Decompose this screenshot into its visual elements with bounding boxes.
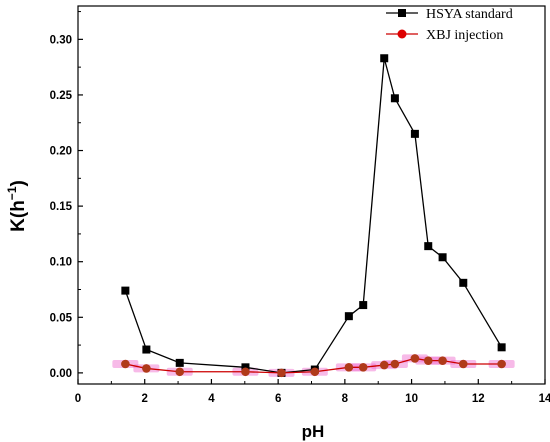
hsya-data-point xyxy=(344,312,353,321)
xbj-data-point xyxy=(121,359,130,369)
xbj-data-point xyxy=(142,364,151,373)
x-tick-label: 4 xyxy=(208,393,215,405)
y-axis: 0.00 0.05 0.10 0.15 0.20 0.25 0.30 xyxy=(50,11,83,380)
y-tick-label: 0.05 xyxy=(50,312,73,324)
legend-entry-xbj: XBJ injection xyxy=(386,28,503,43)
y-tick-label: 0.15 xyxy=(50,201,73,213)
x-tick-label: 14 xyxy=(539,393,550,405)
hsya-data-point xyxy=(497,343,506,352)
xbj-data-point xyxy=(358,363,368,372)
x-tick-label: 10 xyxy=(405,393,418,405)
hsya-data-point xyxy=(410,129,419,138)
y-axis-title-close: ) xyxy=(8,180,29,186)
y-tick-label: 0.10 xyxy=(50,257,72,269)
xbj-data-point xyxy=(310,367,320,377)
hsya-series-line xyxy=(124,58,503,374)
hsya-data-point xyxy=(241,363,250,372)
legend-label-xbj: XBJ injection xyxy=(426,28,503,43)
hsya-data-point xyxy=(438,253,447,262)
legend-marker-xbj xyxy=(397,29,407,39)
legend-marker-hsya xyxy=(398,9,406,17)
xbj-data-point xyxy=(410,354,420,363)
hsya-data-point xyxy=(380,54,389,63)
xbj-data-point xyxy=(241,367,250,377)
x-tick-label: 8 xyxy=(342,393,349,405)
hsya-data-point xyxy=(390,94,399,103)
x-tick-label: 12 xyxy=(472,393,485,405)
hsya-data-point xyxy=(424,242,433,251)
hsya-data-point xyxy=(175,358,184,367)
xbj-data-point xyxy=(390,359,400,369)
legend-entry-hsya: HSYA standard xyxy=(386,7,513,22)
xbj-data-point xyxy=(458,359,468,369)
x-tick-label: 2 xyxy=(142,393,148,405)
plot-frame xyxy=(77,5,546,385)
x-tick-label: 6 xyxy=(275,393,281,405)
y-axis-title-superscript: −1 xyxy=(5,186,19,200)
legend: HSYA standard XBJ injection xyxy=(386,7,513,43)
series-lines xyxy=(124,58,503,374)
plot-border xyxy=(77,5,546,385)
series-markers xyxy=(121,54,506,378)
hsya-data-point xyxy=(359,301,368,310)
xbj-data-point xyxy=(438,356,447,365)
x-tick-label: 0 xyxy=(75,393,81,405)
y-tick-label: 0.20 xyxy=(50,146,72,158)
x-axis-title: pH xyxy=(302,422,325,441)
y-axis-title: K(h−1) xyxy=(5,180,29,232)
y-tick-label: 0.00 xyxy=(50,368,72,380)
y-axis-title-main: K(h xyxy=(8,200,29,232)
legend-label-hsya: HSYA standard xyxy=(426,7,513,22)
y-tick-label: 0.30 xyxy=(50,34,72,46)
xbj-data-point xyxy=(344,363,354,372)
hsya-data-point xyxy=(121,286,130,295)
y-tick-label: 0.25 xyxy=(50,90,73,102)
hsya-data-point xyxy=(142,345,151,354)
hsya-data-point xyxy=(459,278,468,287)
x-axis: 0 2 4 6 8 10 12 14 xyxy=(75,379,550,405)
xbj-data-point xyxy=(175,367,185,377)
xbj-data-point xyxy=(497,359,506,369)
xbj-data-point xyxy=(423,356,433,365)
xbj-data-point xyxy=(277,368,286,378)
xbj-data-point xyxy=(379,360,389,370)
